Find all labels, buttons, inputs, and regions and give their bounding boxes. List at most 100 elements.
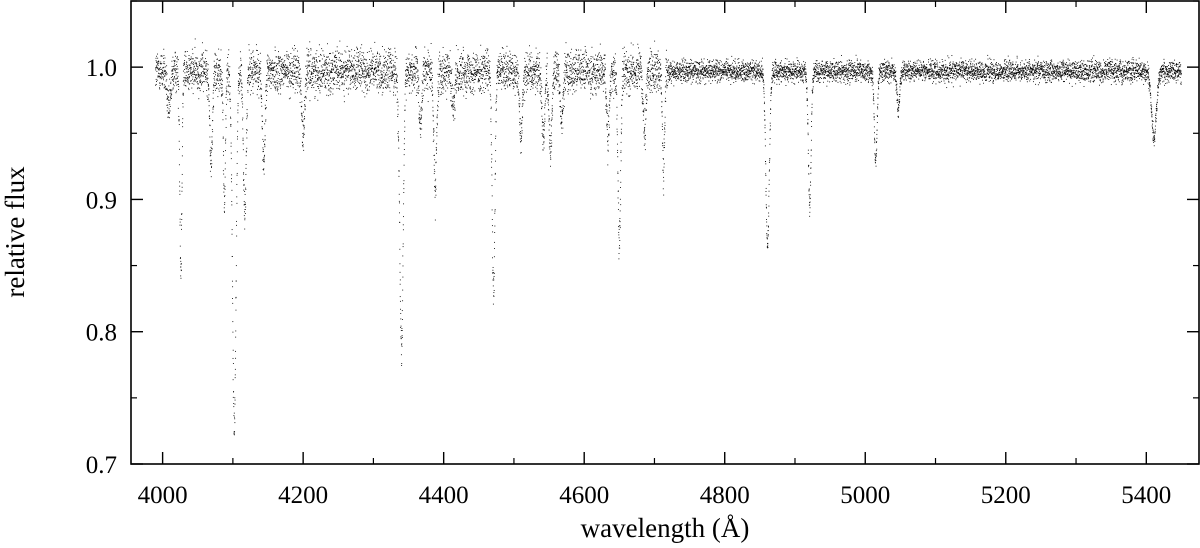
spectrum-point: [261, 98, 263, 100]
spectrum-point: [326, 66, 328, 68]
spectrum-point: [496, 96, 498, 98]
spectrum-point: [419, 127, 421, 129]
spectrum-point: [413, 84, 414, 86]
spectrum-point: [569, 89, 571, 91]
spectrum-point: [507, 62, 508, 64]
spectrum-point: [372, 68, 374, 69]
spectrum-point: [182, 93, 184, 95]
spectrum-point: [181, 213, 183, 214]
spectrum-point: [259, 63, 261, 65]
spectrum-point: [361, 76, 363, 78]
spectrum-point: [247, 82, 249, 84]
spectrum-point: [348, 54, 350, 56]
spectrum-point: [333, 71, 335, 73]
spectrum-point: [197, 67, 199, 69]
spectrum-point: [160, 55, 162, 57]
spectrum-point: [301, 119, 303, 121]
spectrum-point: [375, 55, 377, 57]
spectrum-point: [351, 70, 353, 72]
spectrum-point: [506, 45, 508, 47]
spectrum-point: [234, 374, 236, 376]
spectrum-point: [255, 44, 257, 46]
spectrum-point: [592, 56, 594, 58]
spectrum-point: [269, 62, 271, 64]
spectrum-point: [298, 71, 299, 73]
spectrum-point: [360, 65, 362, 67]
spectrum-point: [453, 101, 455, 103]
spectrum-point: [264, 123, 266, 125]
spectrum-point: [569, 61, 571, 62]
spectrum-point: [530, 88, 532, 90]
spectrum-point: [352, 76, 354, 78]
spectrum-point: [496, 75, 498, 77]
spectrum-point: [411, 54, 413, 56]
spectrum-point: [263, 169, 265, 171]
spectrum-point: [496, 71, 498, 72]
spectrum-point: [448, 74, 450, 75]
spectrum-point: [176, 72, 178, 74]
spectrum-point: [495, 101, 497, 102]
spectrum-point: [337, 71, 339, 73]
spectrum-point: [637, 59, 639, 61]
spectrum-point: [529, 53, 531, 55]
spectrum-point: [336, 56, 338, 58]
spectrum-point: [469, 62, 470, 64]
spectrum-point: [307, 54, 309, 55]
spectrum-point: [174, 69, 176, 71]
spectrum-point: [623, 56, 625, 58]
spectrum-point: [636, 65, 637, 67]
spectrum-point: [557, 90, 559, 92]
spectrum-point: [577, 55, 579, 57]
spectrum-point: [256, 50, 258, 51]
spectrum-point: [207, 78, 209, 79]
spectrum-point: [616, 93, 618, 95]
spectrum-point: [350, 80, 352, 82]
spectrum-point: [427, 63, 429, 65]
spectrum-point: [382, 91, 384, 93]
spectrum-point: [301, 114, 302, 116]
spectrum-point: [319, 92, 321, 94]
spectrum-point: [430, 78, 432, 80]
spectrum-point: [275, 84, 277, 86]
spectrum-point: [495, 160, 496, 162]
spectrum-point: [457, 71, 459, 73]
spectrum-point: [327, 56, 329, 58]
spectrum-point: [363, 70, 365, 72]
spectrum-point: [365, 66, 366, 68]
spectrum-point: [277, 86, 279, 88]
spectrum-point: [482, 74, 484, 76]
spectrum-point: [193, 83, 195, 85]
spectrum-point: [277, 63, 279, 65]
spectrum-point: [157, 76, 159, 78]
spectrum-point: [461, 77, 463, 79]
spectrum-point: [284, 69, 286, 71]
spectrum-point: [179, 218, 181, 220]
spectrum-point: [620, 187, 621, 188]
spectrum-point: [572, 68, 574, 70]
spectrum-point: [204, 72, 206, 74]
spectrum-point: [621, 105, 623, 106]
spectrum-point: [225, 115, 227, 117]
spectrum-point: [305, 95, 307, 97]
spectrum-point: [474, 70, 476, 72]
spectrum-point: [640, 56, 642, 57]
spectrum-point: [440, 82, 442, 84]
spectrum-point: [632, 82, 634, 84]
spectrum-point: [212, 111, 214, 113]
spectrum-point: [439, 75, 441, 77]
spectrum-point: [400, 354, 402, 356]
spectrum-point: [575, 57, 577, 59]
spectrum-point: [596, 59, 598, 61]
spectrum-point: [496, 89, 498, 91]
spectrum-point: [216, 78, 218, 80]
spectrum-point: [494, 172, 496, 174]
spectrum-point: [473, 78, 475, 80]
spectrum-point: [391, 59, 393, 61]
spectrum-point: [390, 78, 392, 80]
spectrum-point: [565, 56, 567, 58]
spectrum-point: [299, 65, 300, 67]
spectrum-point: [573, 82, 575, 84]
spectrum-point: [436, 152, 437, 154]
spectrum-point: [578, 49, 580, 51]
spectrum-point: [371, 83, 373, 85]
